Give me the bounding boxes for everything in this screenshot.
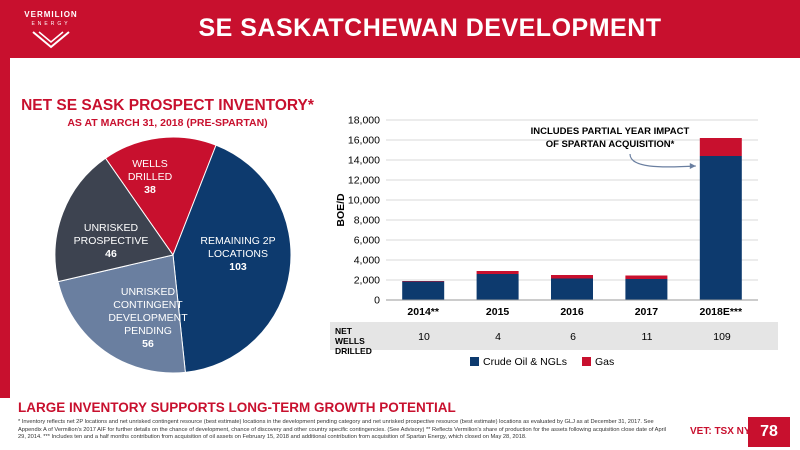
bar-oil-4 xyxy=(699,156,742,300)
logo-chevron-icon xyxy=(32,31,70,49)
chart-legend: Crude Oil & NGLs Gas xyxy=(470,356,626,368)
pie-slice-label: UNRISKED PROSPECTIVE xyxy=(73,222,149,247)
header-bar: VERMILION ENERGY SE SASKATCHEWAN DEVELOP… xyxy=(0,0,800,58)
pie-slice-0 xyxy=(104,136,217,257)
pie-label-contingent: UNRISKED CONTINGENT DEVELOPMENT PENDING … xyxy=(98,286,198,351)
pie-slice-value: 56 xyxy=(142,338,154,350)
bar-gas-4 xyxy=(699,138,742,156)
pie-label-wells-drilled: WELLS DRILLED 38 xyxy=(115,158,185,197)
x-tick-label: 2018E*** xyxy=(699,306,743,318)
annotation-arrowhead xyxy=(689,163,696,169)
bar-oil-1 xyxy=(476,274,519,300)
bar-gas-2 xyxy=(551,275,593,279)
y-axis-label: BOE/D xyxy=(335,193,347,227)
pie-slice-label: REMAINING 2P LOCATIONS xyxy=(200,235,276,260)
y-tick-label: 10,000 xyxy=(348,195,380,207)
pie-label-prospective: UNRISKED PROSPECTIVE 46 xyxy=(70,222,152,261)
pie-slice-value: 103 xyxy=(229,261,247,273)
bar-oil-3 xyxy=(625,279,668,300)
y-tick-label: 6,000 xyxy=(354,235,380,247)
pie-label-remaining-2p: REMAINING 2P LOCATIONS 103 xyxy=(193,235,283,274)
bar-oil-0 xyxy=(402,281,445,300)
legend-item-oil: Crude Oil & NGLs xyxy=(470,356,567,368)
y-tick-label: 18,000 xyxy=(348,115,380,127)
y-tick-label: 12,000 xyxy=(348,175,380,187)
net-wells-value: 10 xyxy=(418,331,430,343)
pie-title: NET SE SASK PROSPECT INVENTORY* xyxy=(21,97,314,114)
page-title: SE SASKATCHEWAN DEVELOPMENT xyxy=(198,14,662,42)
pie-slice-1 xyxy=(172,144,292,373)
exchange-listing: VET: TSX NYSE xyxy=(690,426,764,437)
key-message: LARGE INVENTORY SUPPORTS LONG-TERM GROWT… xyxy=(18,400,456,415)
y-tick-label: 14,000 xyxy=(348,155,380,167)
net-wells-label: NET WELLS DRILLED xyxy=(335,326,372,356)
legend-swatch xyxy=(470,357,479,366)
x-tick-label: 2015 xyxy=(486,306,510,318)
net-wells-row: NET WELLS DRILLED 10 4 6 11 109 xyxy=(330,322,778,356)
bar-chart: 0 2,000 4,000 6,000 8,000 10,000 12,000 14,000 1… xyxy=(335,115,758,318)
page-number: 78 xyxy=(748,417,790,447)
bar-gas-3 xyxy=(625,275,668,279)
pie-chart xyxy=(54,136,292,374)
net-wells-value: 4 xyxy=(495,331,501,343)
net-wells-value: 11 xyxy=(641,331,653,343)
net-wells-value: 6 xyxy=(570,331,576,343)
y-tick-label: 0 xyxy=(374,295,380,307)
vermilion-logo: VERMILION ENERGY xyxy=(8,4,94,56)
pie-slice-2 xyxy=(57,254,186,374)
pie-slice-3 xyxy=(54,157,174,283)
y-tick-label: 2,000 xyxy=(354,275,380,287)
chart-annotation: INCLUDES PARTIAL YEAR IMPACT OF SPARTAN A… xyxy=(531,126,690,150)
x-tick-label: 2017 xyxy=(635,306,659,318)
pie-slice-value: 46 xyxy=(105,248,117,260)
sidebar-accent xyxy=(0,58,10,398)
x-tick-label: 2016 xyxy=(560,306,584,318)
logo-sub: ENERGY xyxy=(31,21,71,27)
pie-slice-label: WELLS DRILLED xyxy=(127,158,173,183)
logo-name: VERMILION xyxy=(24,10,78,19)
legend-swatch xyxy=(581,357,591,366)
y-tick-label: 8,000 xyxy=(354,215,380,227)
legend-label: Crude Oil & NGLs xyxy=(483,356,568,368)
pie-slice-label: UNRISKED CONTINGENT DEVELOPMENT PENDING xyxy=(108,286,188,337)
legend-item-gas: Gas xyxy=(581,356,615,368)
footnote: * Inventory reflects net 2P locations an… xyxy=(18,419,667,440)
x-tick-label: 2014** xyxy=(407,306,439,318)
annotation-arrow xyxy=(629,153,696,168)
y-tick-label: 16,000 xyxy=(348,135,380,147)
net-wells-value: 109 xyxy=(713,331,731,343)
bar-gas-0 xyxy=(402,281,445,282)
y-tick-label: 4,000 xyxy=(354,255,380,267)
pie-slice-value: 38 xyxy=(144,184,156,196)
pie-subtitle: AS AT MARCH 31, 2018 (PRE-SPARTAN) xyxy=(67,117,268,129)
bar-oil-2 xyxy=(551,278,593,300)
bar-gas-1 xyxy=(476,271,519,274)
legend-label: Gas xyxy=(594,356,615,368)
